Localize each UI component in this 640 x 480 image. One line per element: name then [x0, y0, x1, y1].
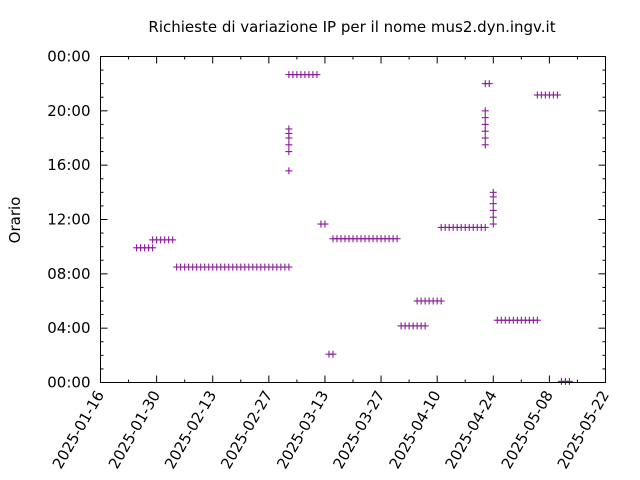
data-point — [481, 107, 489, 115]
plot-frame — [100, 56, 606, 383]
y-tick-label: 00:00 — [47, 374, 90, 392]
x-tick-label: 2025-04-24 — [442, 388, 501, 473]
data-point — [481, 127, 489, 135]
data-points — [133, 71, 573, 385]
data-point — [489, 213, 497, 221]
x-tick-label: 2025-03-13 — [273, 388, 332, 473]
data-point — [481, 120, 489, 128]
x-tick-label: 2025-01-16 — [49, 388, 108, 473]
data-point — [489, 220, 497, 228]
data-point — [149, 244, 157, 252]
y-tick-label: 16:00 — [47, 156, 90, 174]
data-point — [421, 322, 429, 330]
data-point — [481, 114, 489, 122]
data-point — [285, 263, 293, 271]
chart-title: Richieste di variazione IP per il nome m… — [148, 18, 555, 36]
data-point — [321, 220, 329, 228]
data-point — [489, 206, 497, 214]
x-tick-label: 2025-02-13 — [161, 388, 220, 473]
y-tick-label: 20:00 — [47, 102, 90, 120]
data-point — [553, 91, 561, 99]
x-tick-label: 2025-05-08 — [498, 388, 557, 473]
x-tick-label: 2025-05-22 — [554, 388, 613, 473]
y-axis-label: Orario — [6, 197, 24, 244]
x-tick-label: 2025-01-30 — [105, 388, 164, 473]
data-point — [285, 141, 293, 149]
data-point — [285, 125, 293, 133]
x-tick-label: 2025-03-27 — [329, 388, 388, 473]
axis-ticks: 00:0004:0008:0012:0016:0020:0000:002025-… — [47, 48, 613, 473]
data-point — [533, 316, 541, 324]
data-point — [565, 377, 573, 385]
data-point — [489, 188, 497, 196]
data-point — [489, 200, 497, 208]
data-point — [313, 71, 321, 79]
data-point — [485, 80, 493, 88]
data-point — [481, 134, 489, 142]
data-point — [481, 141, 489, 149]
x-tick-label: 2025-04-10 — [385, 387, 444, 472]
data-point — [329, 350, 337, 358]
y-tick-label: 04:00 — [47, 319, 90, 337]
y-tick-label: 12:00 — [47, 211, 90, 229]
data-point — [169, 236, 177, 244]
data-point — [481, 223, 489, 231]
y-tick-label: 08:00 — [47, 265, 90, 283]
data-point — [437, 297, 445, 305]
data-point — [285, 148, 293, 156]
data-point — [393, 235, 401, 243]
x-tick-label: 2025-02-27 — [217, 388, 276, 473]
y-tick-label: 00:00 — [47, 48, 90, 66]
data-point — [285, 167, 293, 175]
